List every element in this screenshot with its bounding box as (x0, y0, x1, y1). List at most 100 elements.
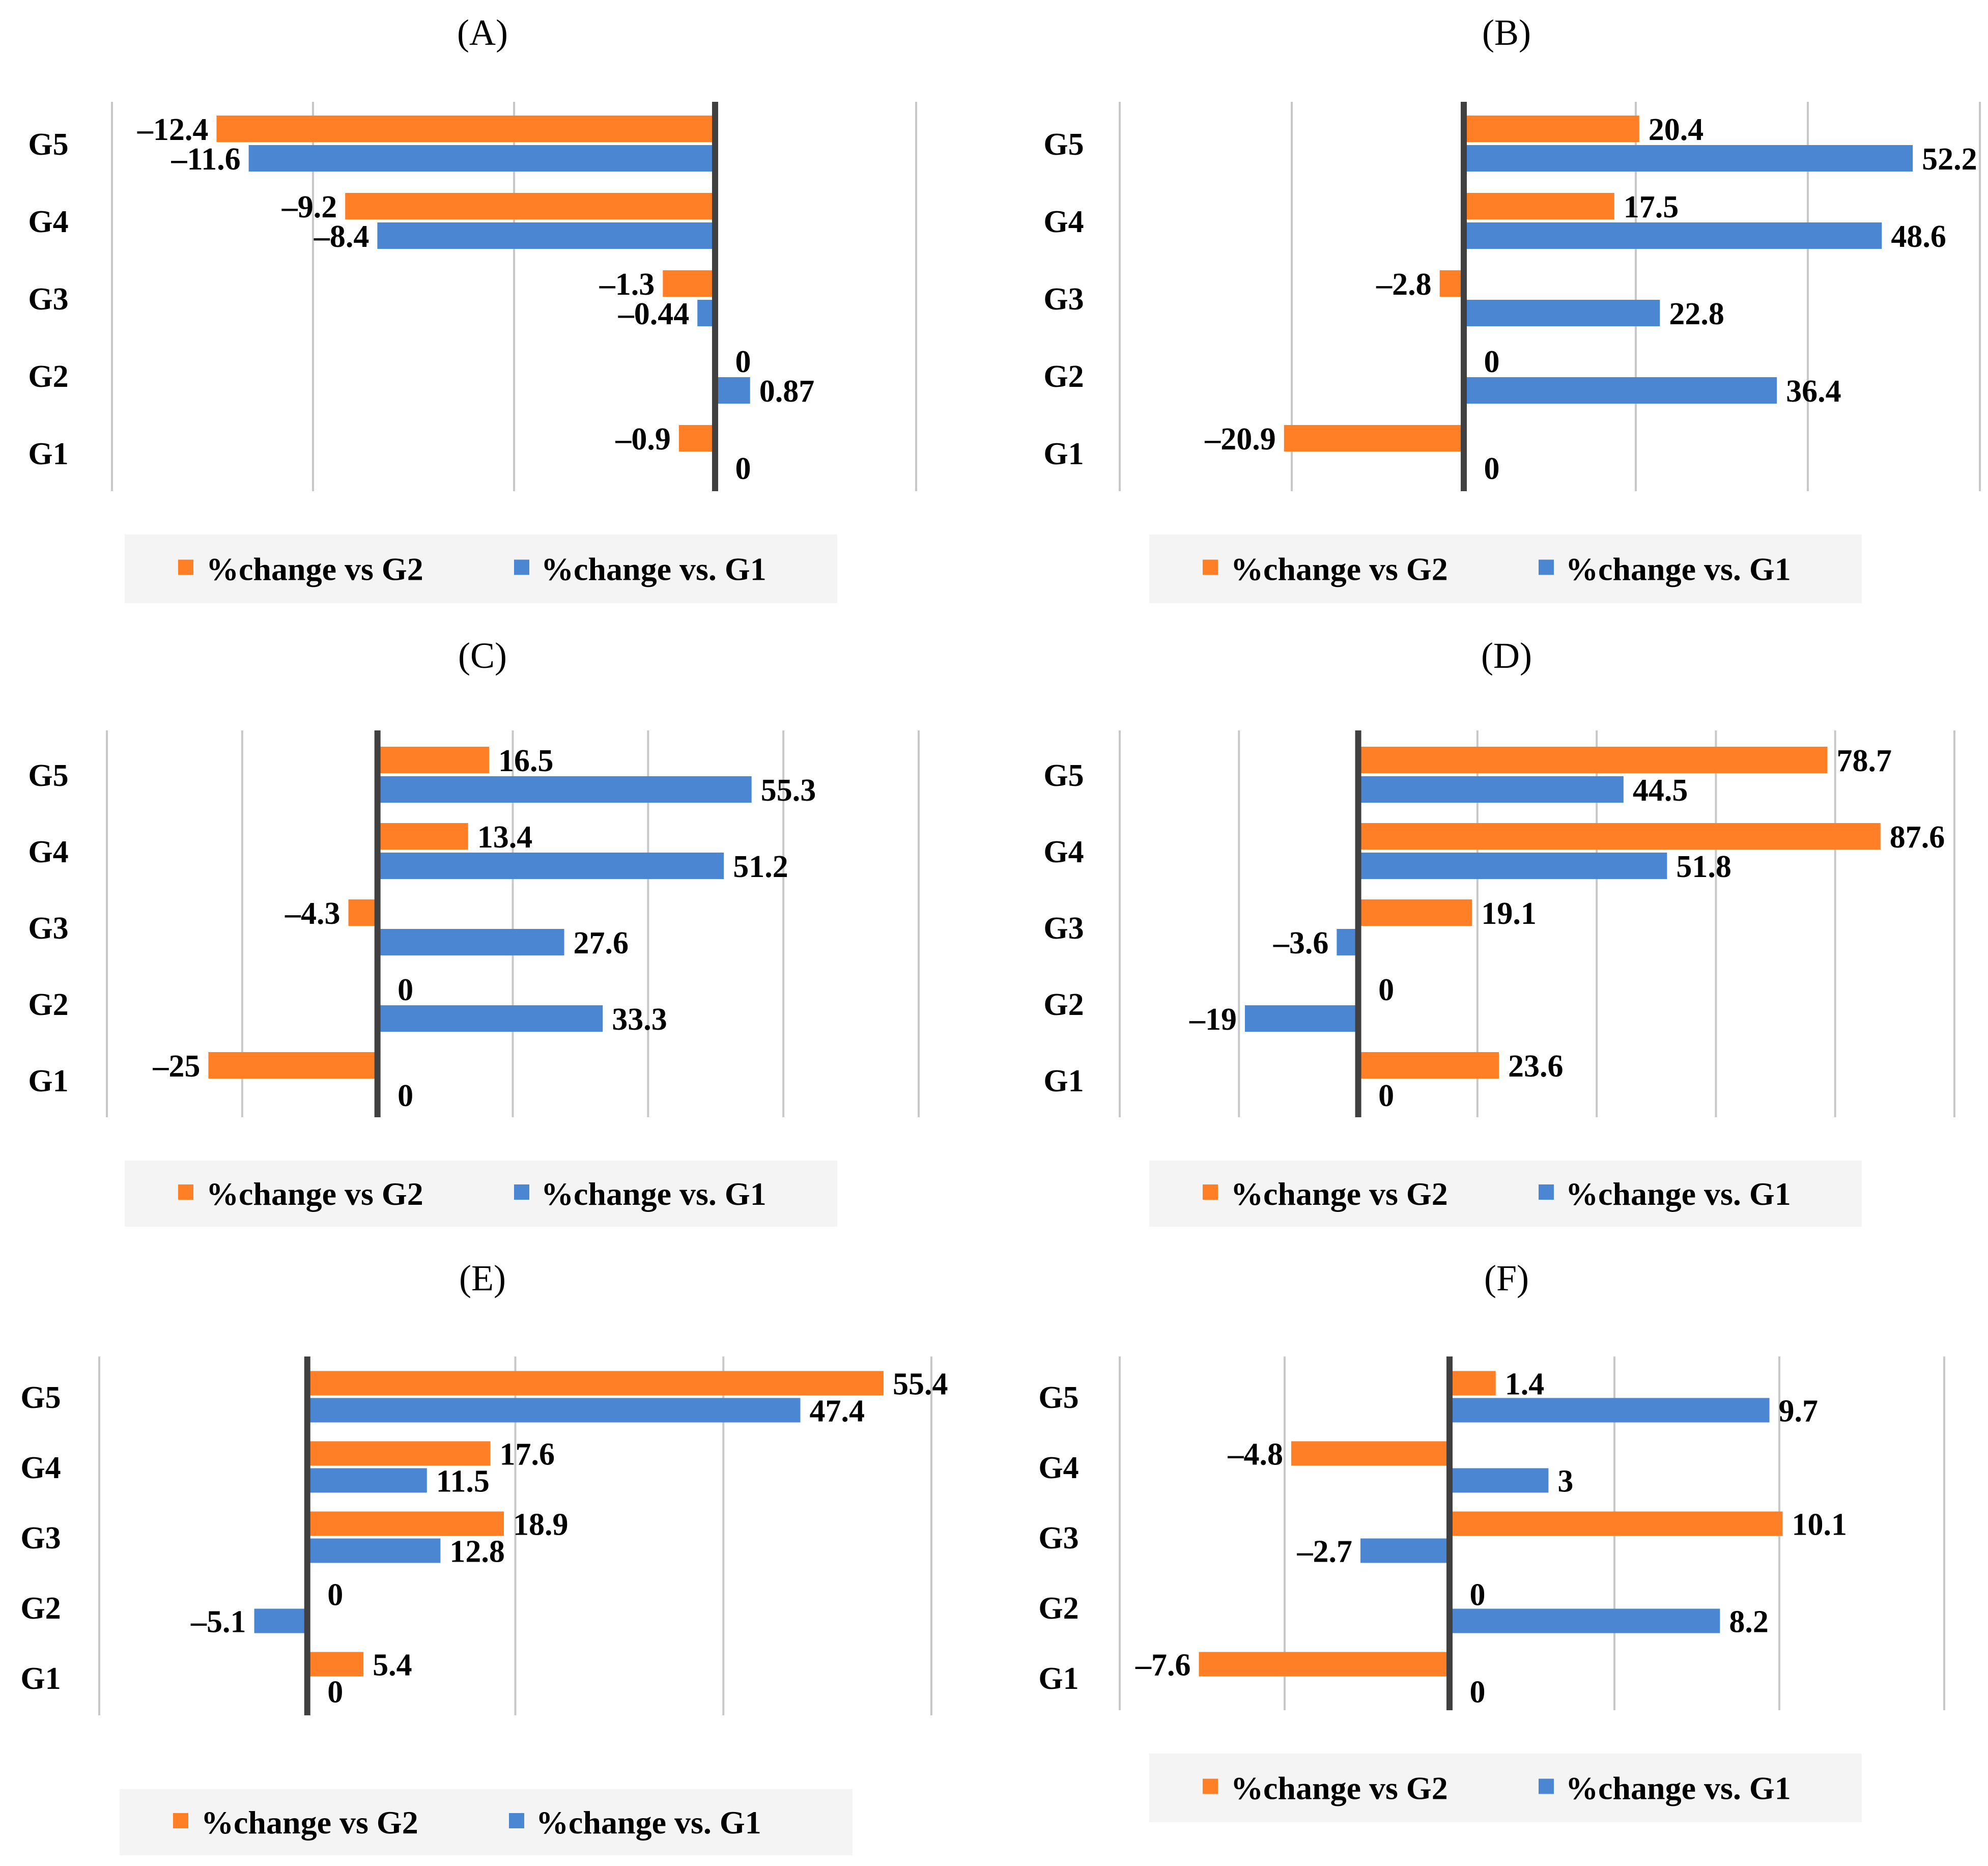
bar-vs-g1-g2 (1464, 377, 1777, 404)
category-label: G1 (1038, 1661, 1078, 1696)
bar-vs-g1-g4 (1450, 1468, 1549, 1493)
bar-vs-g2-g3 (663, 270, 715, 297)
data-label: 0.87 (759, 374, 815, 409)
category-label: G3 (28, 911, 68, 946)
bar-vs-g1-g5 (248, 145, 716, 172)
bar-vs-g2-g5 (1464, 116, 1639, 142)
data-label: 9.7 (1779, 1394, 1819, 1429)
data-label: 1.4 (1505, 1367, 1545, 1402)
data-label: 11.5 (436, 1464, 490, 1499)
bar-vs-g1-g5 (1464, 145, 1913, 172)
chart-panel-c: (C) G5 16.5 55.3 G4 13.4 51.2 G3 –4.3 27.6 G2 0 33.3… (28, 635, 920, 1227)
bar-vs-g1-g3 (377, 929, 564, 955)
bar-vs-g2-g5 (216, 116, 715, 142)
legend-swatch-vs-g2 (1203, 559, 1218, 575)
chart-panel-d: (D) G5 78.7 44.5 G4 87.6 51.8 G3 19.1 –3.6 G2 0 –19 G… (1043, 635, 1955, 1227)
bar-vs-g1-g2 (377, 1005, 603, 1032)
data-label: 0 (1470, 1675, 1486, 1710)
bar-vs-g2-g4 (307, 1441, 491, 1466)
data-label: –25 (152, 1049, 200, 1084)
bar-vs-g2-g5 (1358, 747, 1828, 773)
bar-vs-g2-g3 (307, 1511, 504, 1536)
bar-vs-g1-g5 (1450, 1398, 1770, 1423)
data-label: 0 (397, 973, 413, 1007)
chart-panel-b: (B) G5 20.4 52.2 G4 17.5 48.6 G3 –2.8 22.8 G2 0 36.4… (1043, 12, 1981, 603)
legend-label-vs-g2: %change vs G2 (206, 551, 423, 587)
legend-label-vs-g1: %change vs. G1 (541, 551, 766, 587)
bar-vs-g1-g4 (377, 853, 724, 879)
legend: %change vs G2 %change vs. G1 (1149, 1161, 1862, 1227)
data-label: –7.6 (1135, 1648, 1191, 1683)
data-label: –11.6 (171, 142, 241, 177)
data-label: 51.8 (1676, 850, 1731, 884)
bar-vs-g1-g2 (254, 1608, 307, 1633)
data-label: 47.4 (809, 1394, 865, 1429)
legend-swatch-vs-g1 (1539, 1184, 1554, 1200)
category-label: G4 (28, 835, 68, 869)
bar-vs-g1-g5 (307, 1398, 801, 1423)
category-label: G3 (1038, 1521, 1078, 1556)
bar-vs-g1-g4 (1464, 222, 1882, 249)
data-label: –20.9 (1204, 422, 1276, 457)
bar-vs-g1-g5 (1358, 776, 1624, 803)
legend: %change vs G2 %change vs. G1 (1149, 534, 1862, 603)
data-label: 23.6 (1508, 1049, 1564, 1084)
legend-label-vs-g2: %change vs G2 (206, 1176, 423, 1212)
bar-vs-g2-g5 (1450, 1371, 1496, 1396)
data-label: 22.8 (1669, 297, 1724, 331)
bar-vs-g2-g4 (1464, 193, 1614, 219)
bar-vs-g2-g4 (377, 823, 468, 850)
bar-vs-g2-g5 (307, 1371, 884, 1396)
category-label: G3 (1043, 282, 1084, 317)
category-label: G2 (28, 987, 68, 1022)
category-label: G2 (1043, 987, 1084, 1022)
bar-vs-g2-g4 (1358, 823, 1881, 850)
category-label: G5 (20, 1380, 61, 1415)
legend-label-vs-g1: %change vs. G1 (1566, 1176, 1791, 1212)
data-label: 0 (1484, 345, 1500, 379)
data-label: 48.6 (1891, 219, 1946, 254)
bar-vs-g1-g4 (307, 1468, 427, 1493)
data-label: 52.2 (1922, 142, 1977, 177)
data-label: –0.44 (618, 297, 690, 331)
bar-vs-g1-g3 (307, 1538, 441, 1563)
bar-vs-g2-g3 (1439, 270, 1464, 297)
category-label: G4 (1043, 205, 1084, 239)
data-label: 17.6 (499, 1437, 554, 1472)
data-label: –8.4 (314, 219, 370, 254)
category-label: G1 (28, 1064, 68, 1098)
category-label: G2 (1043, 359, 1084, 394)
data-label: 0 (1470, 1578, 1486, 1613)
legend-background (1149, 1754, 1862, 1822)
chart-panel-e: (E) G5 55.4 47.4 G4 17.6 11.5 G3 18.912.8 G2 0 –5.1… (20, 1258, 948, 1855)
bar-vs-g2-g1 (208, 1052, 378, 1079)
data-label: –9.2 (281, 190, 337, 224)
bar-vs-g2-g4 (345, 193, 715, 219)
legend-background (120, 1789, 853, 1855)
bar-vs-g2-g3 (348, 899, 378, 926)
bar-vs-g1-g3 (1337, 929, 1358, 955)
bar-vs-g1-g2 (1245, 1005, 1358, 1032)
legend-background (125, 534, 837, 603)
category-label: G1 (20, 1661, 61, 1696)
bar-vs-g2-g3 (1450, 1511, 1783, 1536)
category-label: G4 (28, 205, 68, 239)
panel-title: (D) (1481, 635, 1532, 676)
legend-background (125, 1161, 837, 1227)
data-label: 18.9 (513, 1508, 569, 1542)
data-label: 5.4 (373, 1648, 412, 1683)
legend-label-vs-g1: %change vs. G1 (541, 1176, 766, 1212)
bar-vs-g1-g2 (715, 377, 750, 404)
category-label: G5 (1043, 127, 1084, 162)
data-label: 51.2 (733, 850, 788, 884)
legend: %change vs G2 %change vs. G1 (120, 1789, 853, 1855)
data-label: 20.4 (1649, 112, 1704, 147)
panel-title: (B) (1482, 12, 1531, 53)
data-label: 17.5 (1624, 190, 1679, 224)
bar-vs-g2-g1 (1284, 425, 1464, 451)
category-label: G5 (28, 758, 68, 793)
data-label: –2.8 (1376, 267, 1432, 302)
category-label: G4 (1043, 835, 1084, 869)
bar-vs-g2-g3 (1358, 899, 1472, 926)
